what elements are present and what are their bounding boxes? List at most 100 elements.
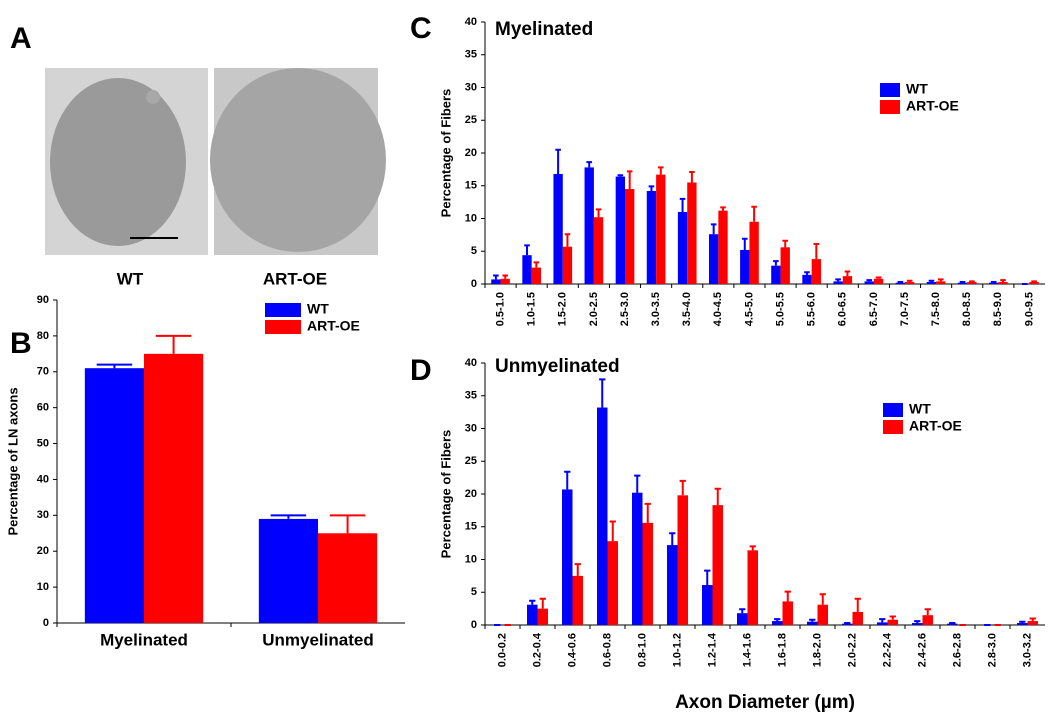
- bar: [895, 282, 905, 284]
- error-bar: [634, 474, 641, 493]
- error-bar: [739, 608, 746, 614]
- bar: [912, 623, 923, 625]
- y-tick-label: 40: [465, 16, 477, 28]
- legend-label: ART-OE: [307, 318, 360, 334]
- legend-label: WT: [909, 401, 931, 417]
- error-bar: [329, 514, 366, 534]
- x-tick-label: 0.5-1.0: [494, 292, 506, 326]
- bar: [625, 189, 635, 284]
- bar: [537, 608, 548, 625]
- legend-label: WT: [307, 301, 329, 317]
- x-tick-label: 0.0-0.2: [496, 633, 508, 667]
- error-bar: [949, 622, 956, 625]
- bar: [811, 259, 821, 284]
- x-tick-label: 1.0-1.2: [671, 633, 683, 667]
- x-tick-label: 1.4-1.6: [741, 633, 753, 667]
- panel-letter: B: [10, 327, 32, 360]
- error-bar: [875, 276, 882, 279]
- bar: [802, 274, 812, 284]
- error-bar: [854, 597, 861, 612]
- error-bar: [555, 148, 561, 174]
- error-bar: [782, 239, 789, 248]
- error-bar: [669, 532, 676, 546]
- error-bar: [714, 487, 721, 506]
- error-bar: [595, 208, 602, 218]
- bar: [531, 267, 541, 284]
- x-tick-label: Myelinated: [100, 630, 188, 649]
- x-tick-label: 7.5-8.0: [930, 292, 942, 326]
- x-tick-label: Unmyelinated: [262, 630, 373, 649]
- x-tick-label: 4.5-5.0: [743, 292, 755, 326]
- error-bar: [749, 545, 756, 551]
- bar: [737, 613, 748, 625]
- error-bar: [819, 593, 826, 605]
- x-tick-label: 8.0-8.5: [961, 292, 973, 326]
- bar: [702, 585, 713, 625]
- y-tick-label: 25: [465, 455, 477, 467]
- y-tick-label: 5: [471, 586, 477, 598]
- error-bar: [679, 479, 686, 496]
- y-tick-label: 20: [465, 147, 477, 159]
- bar: [905, 282, 915, 284]
- y-tick-label: 0: [43, 617, 49, 629]
- bar: [522, 255, 532, 284]
- bar: [747, 550, 758, 625]
- error-bar: [774, 618, 781, 622]
- bar: [607, 541, 618, 625]
- bar: [1029, 282, 1039, 284]
- error-bar: [990, 281, 997, 284]
- bar: [807, 621, 818, 625]
- bar: [852, 611, 863, 625]
- error-bar: [533, 261, 540, 268]
- x-tick-label: 2.0-2.5: [588, 292, 600, 326]
- x-tick-label: 3.0-3.5: [650, 292, 662, 326]
- error-bar: [502, 274, 509, 279]
- panel-letter: C: [410, 12, 432, 45]
- error-bar: [1019, 620, 1026, 624]
- bar: [500, 278, 510, 284]
- image-label: ART-OE: [263, 269, 327, 288]
- y-tick-label: 30: [37, 509, 49, 521]
- error-bar: [959, 281, 966, 284]
- x-tick-label: 2.6-2.8: [951, 633, 963, 667]
- bar: [615, 176, 625, 284]
- error-bar: [493, 274, 499, 280]
- x-tick-label: 3.5-4.0: [681, 292, 693, 326]
- y-tick-label: 20: [37, 545, 49, 557]
- legend-swatch: [265, 320, 301, 334]
- bar: [687, 182, 697, 284]
- bar: [584, 167, 594, 284]
- bar: [782, 601, 793, 625]
- legend-swatch: [883, 420, 903, 434]
- y-tick-label: 15: [465, 521, 477, 533]
- bar: [1027, 621, 1038, 625]
- panel-letter: D: [410, 354, 432, 387]
- y-tick-label: 40: [465, 357, 477, 369]
- bar: [597, 407, 608, 625]
- error-bar: [804, 271, 810, 275]
- x-tick-label: 6.0-6.5: [837, 292, 849, 326]
- legend-swatch: [880, 83, 900, 97]
- error-bar: [969, 280, 975, 283]
- bar: [780, 247, 790, 284]
- bar: [491, 279, 501, 284]
- error-bar: [879, 618, 886, 623]
- bar: [667, 545, 678, 625]
- bar: [771, 265, 781, 284]
- y-tick-label: 5: [471, 245, 477, 257]
- x-tick-label: 0.6-0.8: [601, 633, 613, 667]
- y-tick-label: 80: [37, 330, 49, 342]
- error-bar: [564, 470, 571, 490]
- error-bar: [809, 618, 816, 622]
- y-tick-label: 35: [465, 390, 477, 402]
- error-bar: [586, 161, 593, 168]
- error-bar: [710, 223, 717, 235]
- x-tick-label: 2.4-2.6: [916, 633, 928, 667]
- x-tick-label: 8.5-9.0: [992, 292, 1004, 326]
- y-tick-label: 20: [465, 488, 477, 500]
- legend-label: ART-OE: [909, 418, 962, 434]
- bar: [593, 217, 604, 284]
- bar: [967, 282, 977, 284]
- bar: [84, 368, 144, 623]
